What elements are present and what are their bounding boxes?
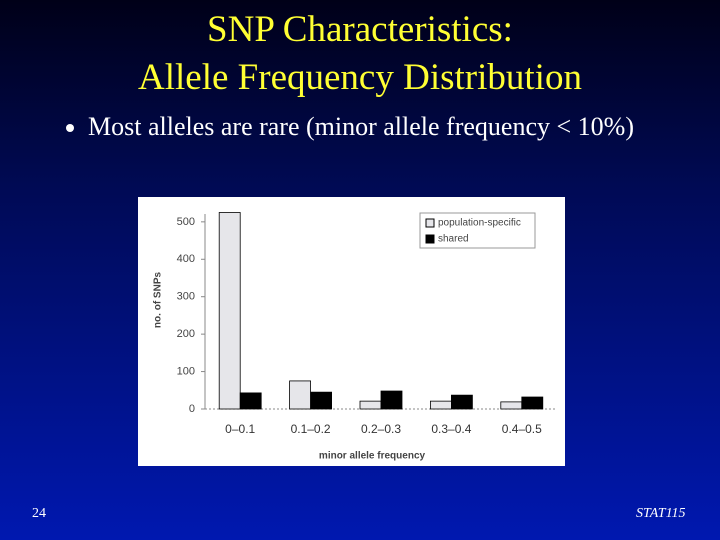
y-tick-label: 200 (177, 328, 195, 340)
x-tick-label: 0.2–0.3 (361, 422, 401, 436)
bar (521, 396, 544, 410)
page-number: 24 (32, 506, 46, 521)
legend-swatch (425, 234, 435, 244)
bar (239, 392, 262, 410)
x-tick-label: 0.3–0.4 (431, 422, 471, 436)
x-tick-label: 0–0.1 (225, 422, 255, 436)
x-tick-label: 0.1–0.2 (291, 422, 331, 436)
bar (310, 391, 333, 410)
bullet: Most alleles are rare (minor allele freq… (88, 108, 708, 145)
y-tick-label: 300 (177, 291, 195, 303)
bar (429, 400, 452, 410)
legend-label: population-specific (438, 218, 521, 229)
bar (380, 390, 403, 410)
footer: STAT115 (636, 506, 686, 521)
x-axis-label: minor allele frequency (319, 451, 426, 462)
legend-label: shared (438, 234, 469, 245)
y-tick-label: 0 (189, 403, 195, 415)
title-line: SNP Characteristics: (207, 9, 513, 50)
bar (359, 400, 382, 410)
bar (218, 212, 241, 410)
bar (289, 380, 312, 410)
y-axis-label: no. of SNPs (153, 272, 164, 329)
y-tick-label: 400 (177, 253, 195, 265)
x-tick-label: 0.4–0.5 (502, 422, 542, 436)
legend-box (419, 212, 536, 249)
title-line: Allele Frequency Distribution (138, 57, 582, 98)
y-tick-label: 100 (177, 365, 195, 377)
bar (500, 401, 523, 410)
bullet-list: Most alleles are rare (minor allele freq… (50, 108, 708, 145)
y-tick-label: 500 (177, 216, 195, 228)
bar (450, 394, 473, 410)
legend-swatch (425, 218, 435, 228)
